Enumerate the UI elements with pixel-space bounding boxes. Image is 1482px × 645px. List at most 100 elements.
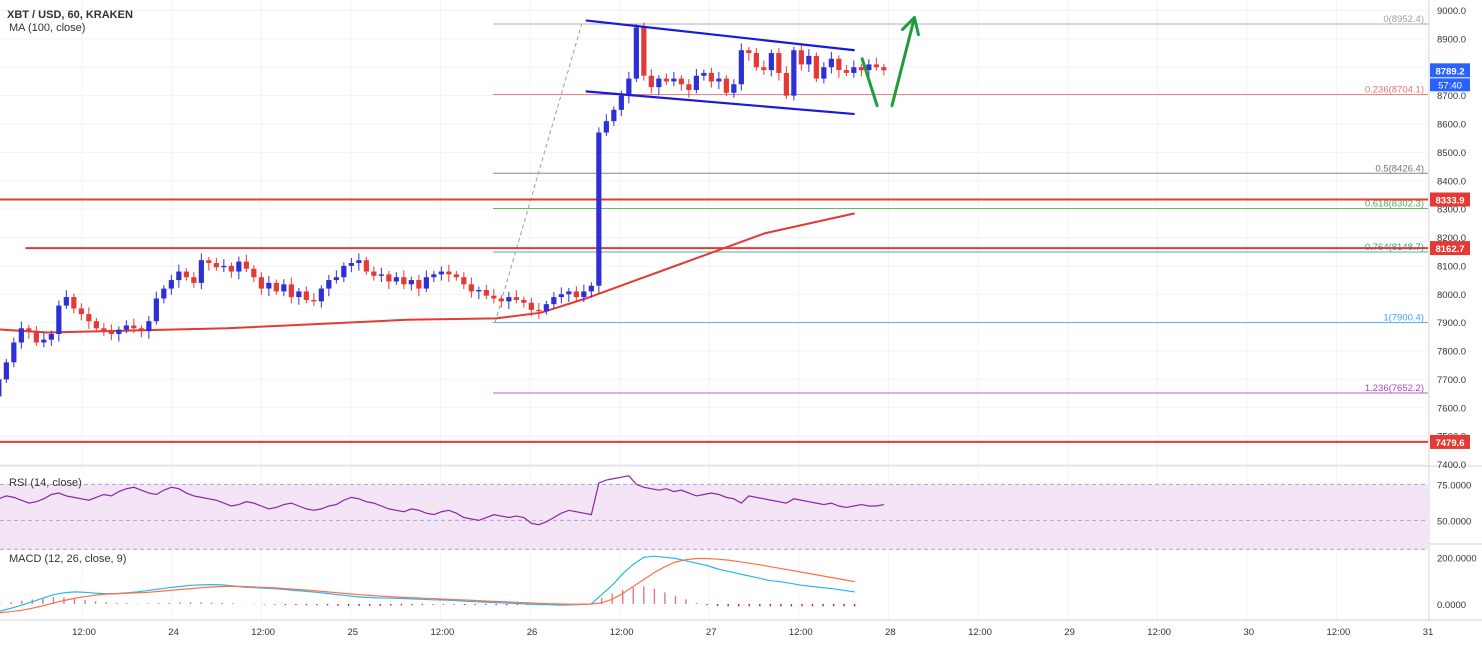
forecast-up-arrowhead: [900, 16, 920, 37]
candle-body: [416, 280, 422, 289]
time-tick-label: 27: [706, 627, 717, 638]
time-tick-label: 24: [168, 627, 179, 638]
candle-body: [836, 58, 842, 71]
candle-body: [453, 274, 459, 278]
fib-level-label: 1(7900.4): [1383, 313, 1424, 324]
candle-body: [251, 268, 257, 278]
price-tick-label: 9000.0: [1437, 6, 1466, 17]
price-tick-label: 8300.0: [1437, 205, 1466, 216]
candle-body: [513, 297, 519, 300]
candle-body: [198, 260, 204, 283]
candle-body: [78, 308, 84, 315]
candle-body: [821, 67, 827, 79]
candle-body: [228, 265, 234, 272]
candle-body: [386, 274, 392, 282]
candle-body: [596, 132, 602, 286]
rsi-tick-75: 75.0000: [1437, 480, 1471, 491]
price-tick-label: 7600.0: [1437, 403, 1466, 414]
price-tick-label: 8700.0: [1437, 91, 1466, 102]
candle-body: [138, 328, 144, 332]
candle-body: [318, 288, 324, 302]
candle-body: [468, 284, 474, 292]
price-tick-label: 8600.0: [1437, 120, 1466, 131]
fib-trend-line: [494, 23, 583, 323]
candle-body: [813, 55, 819, 79]
time-tick-label: 26: [527, 627, 538, 638]
price-axis[interactable]: 9000.08900.08800.08700.08600.08500.08400…: [1430, 6, 1470, 471]
candle-body: [213, 263, 219, 268]
time-tick-label: 12:00: [789, 627, 813, 638]
price-tick-label: 7400.0: [1437, 460, 1466, 471]
price-tick-label: 8400.0: [1437, 176, 1466, 187]
ma-indicator-label: MA (100, close): [9, 22, 85, 34]
rsi-label: RSI (14, close): [9, 477, 82, 489]
candle-body: [86, 314, 92, 322]
candle-body: [348, 263, 354, 266]
price-tick-label: 8200.0: [1437, 233, 1466, 244]
candle-body: [243, 261, 249, 269]
candle-body: [858, 67, 864, 71]
candle-body: [716, 78, 722, 82]
macd-label: MACD (12, 26, close, 9): [9, 553, 126, 565]
time-tick-label: 12:00: [1327, 627, 1351, 638]
candle-body: [761, 67, 767, 71]
candle-body: [446, 271, 452, 275]
time-axis[interactable]: 12:00 24 12:00 25 12:00 26 12:00 27 12:00 28 12:00…: [72, 627, 1433, 638]
candle-body: [168, 280, 174, 289]
candle-body: [236, 261, 242, 272]
candle-body: [648, 75, 654, 88]
time-tick-label: 12:00: [1147, 627, 1171, 638]
price-tick-label: 7900.0: [1437, 318, 1466, 329]
candle-body: [678, 78, 684, 85]
candle-body: [3, 362, 9, 380]
candle-body: [656, 78, 662, 88]
candle-body: [296, 291, 302, 298]
candle-body: [708, 72, 714, 82]
candle-body: [131, 325, 137, 329]
candle-body: [116, 329, 122, 334]
candle-body: [333, 277, 339, 281]
candle-body: [146, 321, 152, 332]
candle-body: [153, 298, 159, 322]
macd-tick-0: 0.0000: [1437, 600, 1466, 611]
price-badge: [1430, 192, 1470, 207]
time-tick-label: 12:00: [968, 627, 992, 638]
candle-body: [671, 78, 677, 82]
fib-level-label: 0.618(8302.3): [1365, 198, 1424, 209]
candle-body: [783, 72, 789, 96]
ma-100-line: [0, 212, 855, 334]
candle-body: [438, 271, 444, 275]
price-badge-label: 8162.7: [1435, 244, 1464, 255]
candle-body: [491, 295, 497, 299]
candle-body: [746, 50, 752, 54]
countdown-label: 57:40: [1438, 80, 1462, 91]
candle-body: [521, 299, 527, 303]
countdown-badge: [1430, 78, 1470, 92]
candle-body: [341, 265, 347, 278]
price-channel[interactable]: [585, 19, 855, 116]
time-tick-label: 12:00: [431, 627, 455, 638]
time-tick-label: 30: [1244, 627, 1255, 638]
candle-body: [528, 302, 534, 310]
candle-body: [461, 277, 467, 285]
candle-body: [176, 271, 182, 281]
channel-upper-line: [585, 19, 855, 52]
candle-body: [303, 291, 309, 300]
price-badge-label: 8789.2: [1435, 66, 1464, 77]
candle-body: [566, 291, 572, 295]
candle-body: [543, 304, 549, 312]
price-tick-label: 7800.0: [1437, 347, 1466, 358]
candle-body: [258, 277, 264, 289]
candle-body: [288, 284, 294, 298]
candle-body: [26, 328, 32, 332]
candle-body: [611, 109, 617, 122]
candle-body: [603, 121, 609, 133]
candle-body: [11, 342, 17, 363]
rsi-tick-50: 50.0000: [1437, 516, 1471, 527]
price-badge: [1430, 434, 1470, 449]
candle-body: [866, 64, 872, 71]
forecast-arrows[interactable]: [860, 16, 920, 108]
candle-body: [776, 53, 782, 73]
